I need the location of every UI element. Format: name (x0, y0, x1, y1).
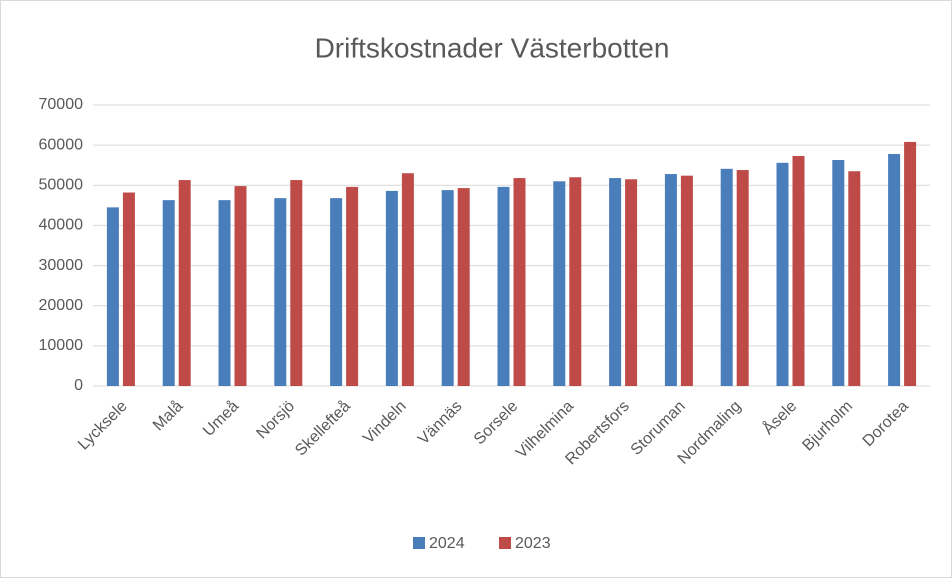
legend-label: 2024 (429, 535, 465, 552)
bar (178, 180, 191, 386)
y-tick-label: 70000 (39, 96, 84, 113)
legend-swatch (413, 537, 425, 549)
bar (888, 153, 901, 386)
bar (274, 198, 287, 386)
bar (625, 179, 638, 386)
bar (106, 207, 119, 386)
bar (162, 200, 175, 386)
bar (553, 181, 566, 386)
bar (497, 186, 510, 386)
y-tick-label: 50000 (39, 177, 84, 194)
y-tick-label: 10000 (39, 337, 84, 354)
y-tick-label: 0 (74, 377, 83, 394)
bar (720, 168, 733, 386)
bar (385, 190, 398, 386)
chart-title: Driftskostnader Västerbotten (315, 32, 670, 63)
legend-label: 2023 (515, 535, 551, 552)
y-tick-label: 60000 (39, 136, 84, 153)
bar (680, 175, 693, 386)
y-tick-label: 20000 (39, 297, 84, 314)
bar (776, 162, 789, 386)
bar (401, 173, 414, 386)
legend-swatch (499, 537, 511, 549)
bar (290, 180, 303, 386)
bar (441, 190, 454, 386)
bar (346, 186, 359, 386)
bar (904, 141, 917, 386)
bar (664, 174, 677, 386)
bar (832, 159, 845, 386)
bar (736, 170, 749, 386)
bar (234, 186, 247, 386)
y-tick-label: 40000 (39, 217, 84, 234)
bar (513, 178, 526, 386)
bar (848, 171, 861, 386)
bar (330, 198, 343, 386)
y-tick-label: 30000 (39, 257, 84, 274)
bar (457, 188, 470, 386)
bar (569, 177, 582, 386)
bar (218, 200, 231, 386)
bar (122, 192, 135, 386)
bar (792, 155, 805, 386)
bar (609, 178, 622, 386)
